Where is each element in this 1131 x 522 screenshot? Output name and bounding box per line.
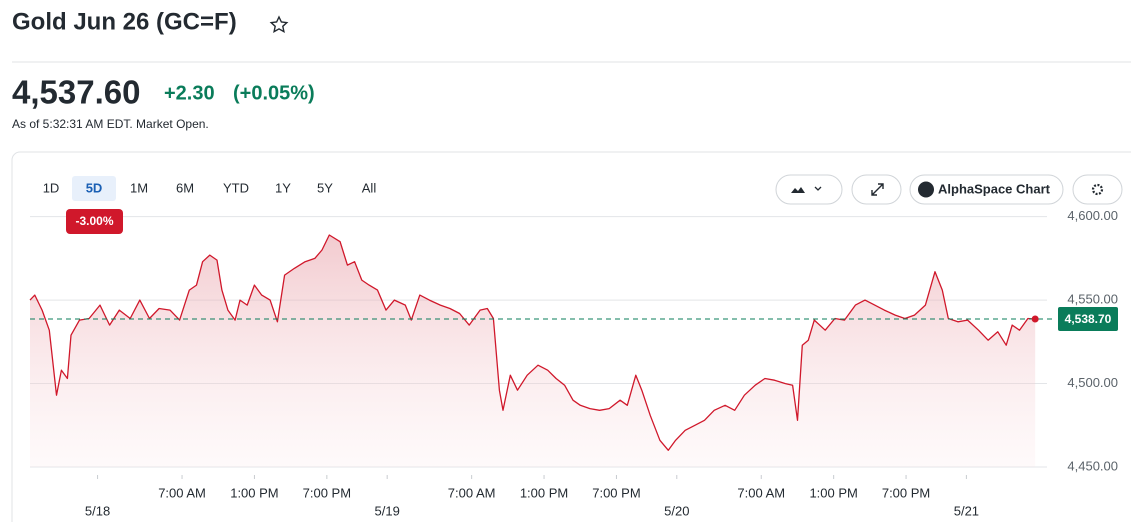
x-tick-label: 5/19 [375, 503, 400, 518]
range-button[interactable]: All [362, 180, 377, 195]
range-button[interactable]: 6M [176, 180, 194, 195]
y-tick-label: 4,500.00 [1067, 375, 1118, 390]
x-tick-label: 5/18 [85, 503, 110, 518]
range-button[interactable]: 5D [86, 180, 103, 195]
x-tick-label: 7:00 AM [158, 485, 206, 500]
change-percent: (+0.05%) [233, 82, 315, 104]
range-button[interactable]: 5Y [317, 180, 333, 195]
x-tick-label: 1:00 PM [809, 485, 857, 500]
settings-icon [1091, 183, 1104, 196]
range-button[interactable]: 1D [43, 180, 60, 195]
settings-button[interactable] [1072, 174, 1123, 205]
y-tick-label: 4,450.00 [1067, 458, 1118, 473]
as-of: As of 5:32:31 AM EDT. Market Open. [12, 117, 209, 131]
x-tick-label: 1:00 PM [230, 485, 278, 500]
x-tick-label: 5/20 [664, 503, 689, 518]
expand-icon [871, 183, 884, 196]
range-button[interactable]: 1M [130, 180, 148, 195]
alphaspace-button[interactable] [909, 174, 1064, 205]
chart-type-icon [791, 187, 805, 193]
chart-panel [11, 151, 1131, 522]
price: 4,537.60 [12, 74, 140, 111]
alphaspace-icon [918, 181, 934, 198]
range-button-active [72, 176, 116, 201]
range-button[interactable]: YTD [223, 180, 249, 195]
price-line [29, 234, 1036, 451]
x-tick-label: 1:00 PM [520, 485, 568, 500]
change: +2.30 [164, 82, 215, 104]
x-tick-label: 7:00 PM [592, 485, 640, 500]
x-tick-label: 7:00 PM [882, 485, 930, 500]
title: Gold Jun 26 (GC=F) [12, 8, 237, 35]
last-price-label: 4,538.70 [1065, 312, 1112, 326]
price-area [30, 235, 1036, 467]
x-tick-label: 7:00 PM [303, 485, 351, 500]
x-tick-label: 7:00 AM [448, 485, 496, 500]
x-tick-label: 5/21 [954, 503, 979, 518]
last-point [1031, 315, 1039, 323]
watchlist-star[interactable] [269, 15, 289, 33]
y-tick-label: 4,550.00 [1067, 292, 1118, 307]
x-tick-label: 7:00 AM [737, 485, 785, 500]
dropdown-icon [814, 186, 822, 191]
chart-type-button[interactable] [775, 174, 843, 205]
expand-button[interactable] [851, 174, 902, 205]
alphaspace-label: AlphaSpace Chart [938, 181, 1051, 196]
range-button[interactable]: 1Y [275, 180, 291, 195]
range-change: -3.00% [75, 214, 113, 228]
range-change-badge [66, 209, 123, 234]
last-price-badge [1058, 306, 1118, 331]
y-tick-label: 4,600.00 [1067, 208, 1118, 223]
